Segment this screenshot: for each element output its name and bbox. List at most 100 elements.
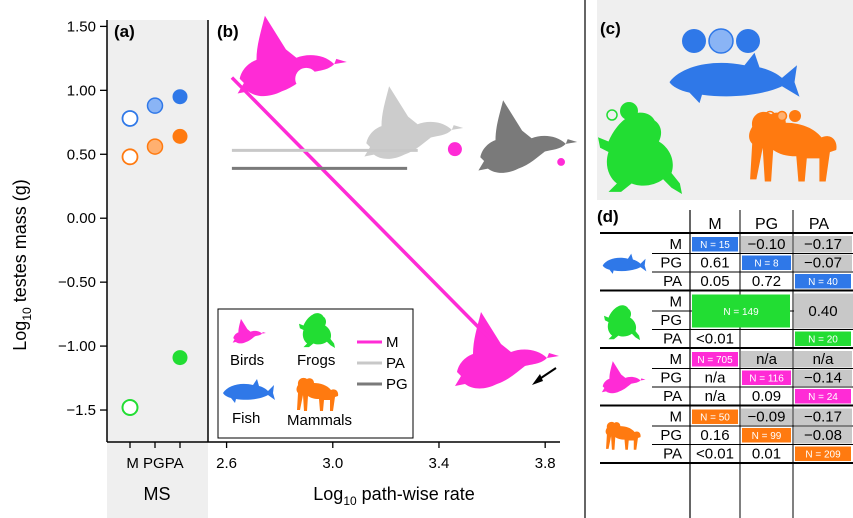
panel-b-label: (b) [217, 22, 239, 41]
upper-cell-bg [794, 236, 852, 253]
point-fish-m [121, 110, 139, 127]
row-label: PA [663, 273, 682, 290]
table-cell: −0.17 [804, 236, 842, 253]
x-tick-label: 3.4 [429, 455, 450, 472]
panel-c [598, 28, 837, 194]
bird-marker-filled [447, 142, 462, 157]
point-frogs-m [121, 398, 139, 416]
table-cell: n/a [705, 370, 727, 387]
n-cell-bg [795, 446, 851, 461]
row-label: PA [663, 446, 682, 463]
point-frogs-pa [172, 350, 188, 366]
table-cell: 0.01 [752, 446, 781, 463]
n-cell: N = 15 [700, 240, 730, 251]
bird-silhouette-open [237, 15, 347, 97]
mammal-circle-m [764, 110, 776, 122]
n-cell: N = 24 [808, 392, 838, 403]
legend-label-m: M [386, 334, 399, 351]
row-label: M [670, 294, 683, 311]
upper-cell-bg [741, 351, 792, 368]
upper-cell-bg [794, 427, 852, 444]
n-cell-bg [692, 237, 738, 252]
legend-label-birds: Birds [230, 352, 264, 369]
table-cell: 0.09 [752, 388, 781, 405]
n-cell: N = 8 [754, 259, 779, 270]
row-label: PG [660, 312, 682, 329]
mammal-circle-pg [776, 110, 788, 122]
x-tick-label: 2.6 [216, 455, 237, 472]
table-cell: −0.14 [804, 370, 842, 387]
n-cell: N = 209 [805, 450, 841, 461]
legend-label-pa: PA [386, 355, 405, 372]
table-cell: 0.40 [808, 303, 837, 320]
bird-marker-small [556, 156, 567, 168]
series-line-m [230, 76, 494, 343]
y-tick-label: 1.00 [67, 82, 96, 99]
legend: Birds Frogs Fish Mammals M PA PG [217, 308, 414, 439]
x-tick-label: 3.0 [322, 455, 343, 472]
table-icon-fish [602, 253, 647, 274]
upper-cell-bg [741, 408, 792, 425]
upper-cell-bg [794, 408, 852, 425]
upper-cell-bg [794, 254, 852, 271]
y-tick-label: 0.00 [67, 210, 96, 227]
x-tick-label: 3.8 [535, 455, 556, 472]
table-cell: <0.01 [696, 331, 734, 348]
n-cell-bg [742, 255, 791, 270]
row-label: PG [660, 370, 682, 387]
frog-circle-m [606, 109, 618, 121]
panel-a-background [107, 20, 208, 518]
x-axis-label: Log10 path-wise rate [313, 484, 474, 508]
n-cell: N = 116 [749, 374, 784, 385]
upper-cell-bg [741, 236, 792, 253]
n-cell-bg [692, 352, 738, 367]
row-label: PG [660, 255, 682, 272]
y-tick-label: −1.5 [66, 402, 96, 419]
row-label: M [670, 236, 683, 253]
n-cell: N = 40 [808, 277, 838, 288]
table-cell: −0.07 [804, 255, 842, 272]
n-cell-bg [795, 274, 851, 289]
n-cell: N = 149 [723, 307, 759, 318]
y-tick-label: −1.00 [58, 338, 96, 355]
n-cell: N = 705 [697, 355, 733, 366]
bird-marker-open [295, 67, 318, 90]
y-tick-label: 1.50 [67, 18, 96, 35]
row-label: PA [663, 388, 682, 405]
table-header: PA [809, 216, 829, 233]
table-header: PG [755, 216, 778, 233]
upper-cell-bg [794, 369, 852, 386]
legend-label-mammals: Mammals [287, 412, 352, 429]
table-cell: 0.72 [752, 273, 781, 290]
fish-circle-pg [708, 28, 734, 54]
table-cell: −0.09 [748, 409, 786, 426]
table-icon-frogs [604, 305, 640, 341]
point-mammals-pg [146, 138, 164, 155]
row-label: PG [660, 427, 682, 444]
point-mammals-m [121, 148, 139, 166]
n-cell-bg [692, 294, 790, 328]
arrow-icon [532, 367, 557, 385]
y-tick-label: −0.50 [58, 274, 96, 291]
n-cell: N = 99 [752, 431, 782, 442]
table-cell: 0.05 [700, 273, 729, 290]
n-cell: N = 50 [700, 413, 730, 424]
n-cell-bg [795, 331, 851, 346]
axes: 1.501.000.500.00−0.50−1.00−1.5M PGPA 2.6 3… [58, 18, 560, 472]
n-cell-bg [742, 370, 791, 385]
legend-label-pg: PG [386, 376, 408, 393]
table-header: M [708, 216, 721, 233]
point-fish-pa [172, 89, 188, 105]
fish-circle-m [682, 29, 706, 53]
upper-cell-bg [794, 293, 853, 329]
panel-c-label: (c) [600, 19, 621, 38]
row-label: PA [663, 331, 682, 348]
n-cell: N = 20 [808, 335, 838, 346]
fish-circle-pa [736, 29, 760, 53]
x-cat-labels: M PGPA [126, 455, 183, 472]
table-cell: −0.08 [804, 427, 842, 444]
n-cell-bg [692, 409, 738, 424]
n-cell-bg [742, 428, 791, 443]
table-cell: n/a [813, 351, 835, 368]
